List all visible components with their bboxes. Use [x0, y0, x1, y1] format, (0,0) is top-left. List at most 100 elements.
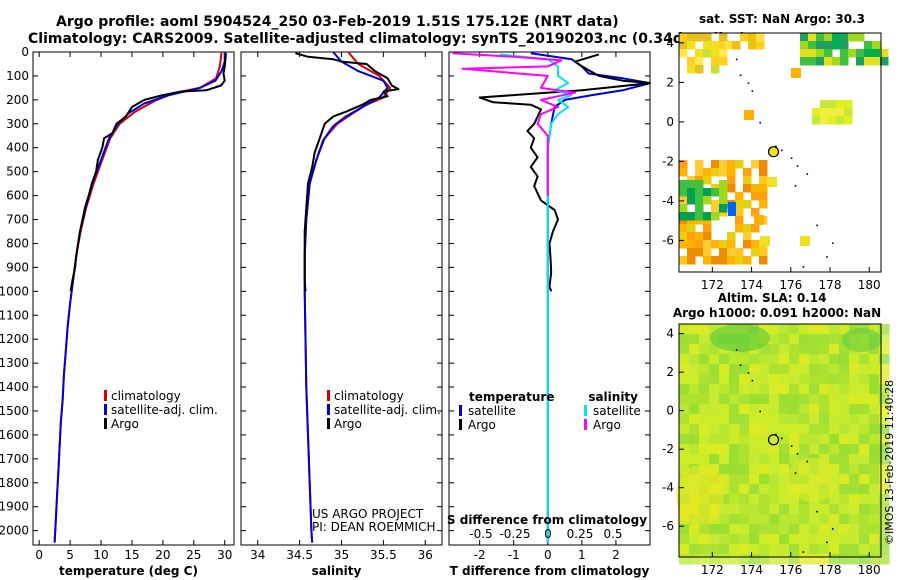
- sla-pixel: [879, 414, 890, 425]
- sst-pixel: [679, 41, 688, 50]
- sla-pixel: [809, 514, 820, 525]
- sla-pixel: [719, 394, 730, 405]
- sla-pixel: [869, 484, 880, 495]
- sst-pixel: [703, 33, 712, 42]
- sla-pixel: [769, 404, 780, 415]
- sla-pixel: [729, 364, 740, 375]
- sla-pixel: [769, 354, 780, 365]
- sla-pixel: [839, 434, 850, 445]
- sla-pixel: [829, 404, 840, 415]
- sla-pixel: [709, 514, 720, 525]
- sla-pixel: [749, 414, 760, 425]
- sla-pixel: [759, 384, 770, 395]
- sla-pixel: [759, 554, 770, 565]
- sla-pixel: [769, 384, 780, 395]
- sla-pixel: [679, 334, 690, 345]
- sla-pixel: [709, 354, 720, 365]
- island-dot: [759, 121, 762, 124]
- sst-pixel: [727, 248, 736, 257]
- sst-pixel: [744, 110, 754, 120]
- sla-pixel: [729, 464, 740, 475]
- sla-pixel: [839, 464, 850, 475]
- sla-pixel: [849, 514, 860, 525]
- sla-pixel: [749, 364, 760, 375]
- sla-pixel: [779, 404, 790, 415]
- sla-pixel: [879, 544, 890, 555]
- sst-pixel: [724, 41, 733, 50]
- sla-pixel: [739, 434, 750, 445]
- map-y-tick-label: 0: [666, 115, 674, 129]
- y-tick-label: 1700: [0, 452, 29, 466]
- top-axis-label: S difference from climatology: [447, 513, 647, 527]
- sla-pixel: [719, 374, 730, 385]
- sla-pixel: [729, 444, 740, 455]
- x-tick-label: 15: [124, 548, 139, 562]
- map-y-tick-label: 4: [666, 327, 674, 341]
- sla-pixel: [779, 324, 790, 335]
- island-dot: [751, 90, 754, 92]
- sla-pixel: [709, 464, 720, 475]
- top-tick-label: -0.25: [499, 527, 530, 541]
- sst-pixel: [735, 248, 744, 257]
- sla-pixel: [839, 514, 850, 525]
- sla-pixel: [709, 534, 720, 545]
- sla-pixel: [789, 354, 800, 365]
- sst-pixel: [687, 232, 696, 241]
- sla-pixel: [809, 414, 820, 425]
- sla-pixel: [859, 504, 870, 515]
- sla-pixel: [759, 454, 770, 465]
- sla-pixel: [739, 444, 750, 455]
- sst-pixel: [679, 212, 688, 221]
- sla-pixel: [879, 384, 890, 395]
- sla-pixel: [679, 384, 690, 395]
- sla-pixel: [759, 484, 770, 495]
- x-tick-label: 34.5: [286, 548, 313, 562]
- sst-pixel: [832, 41, 841, 50]
- sla-pixel: [689, 554, 700, 565]
- sst-pixel: [687, 256, 696, 265]
- sst-pixel: [687, 41, 696, 50]
- map-y-tick-label: 4: [666, 36, 674, 50]
- sla-pixel: [879, 404, 890, 415]
- sst-pixel: [679, 188, 688, 197]
- sst-pixel: [711, 188, 720, 197]
- sst-pixel: [719, 57, 728, 66]
- x-tick-label: 2: [612, 548, 620, 562]
- sla-pixel: [819, 444, 830, 455]
- sla-pixel: [749, 484, 760, 495]
- sla-pixel: [809, 534, 820, 545]
- sla-pixel: [839, 444, 850, 455]
- sla-pixel: [869, 464, 880, 475]
- sst-pixel: [751, 192, 760, 201]
- sla-pixel: [739, 404, 750, 415]
- sla-pixel: [749, 464, 760, 475]
- map-frame: [678, 323, 882, 558]
- sst-pixel: [808, 49, 817, 58]
- sla-pixel: [799, 364, 810, 375]
- sst-pixel: [816, 57, 825, 66]
- sla-pixel: [799, 354, 810, 365]
- sla-pixel: [709, 374, 720, 385]
- sla-pixel: [769, 324, 780, 335]
- map-y-tick-label: -6: [662, 233, 674, 247]
- island-dot: [831, 528, 834, 530]
- sla-pixel: [809, 394, 820, 405]
- sla-pixel: [859, 474, 870, 485]
- sla-pixel: [719, 404, 730, 415]
- sla-pixel: [749, 384, 760, 395]
- sst-pixel: [824, 33, 833, 42]
- sst-pixel: [756, 41, 765, 50]
- sla-pixel: [879, 524, 890, 535]
- sla-pixel: [779, 414, 790, 425]
- sst-pixel: [687, 180, 696, 189]
- x-axis-label: T difference from climatology: [450, 564, 650, 578]
- sst-pixel: [751, 184, 760, 193]
- x-tick-label: 10: [93, 548, 108, 562]
- y-tick-label: 100: [6, 69, 29, 83]
- sla-pixel: [689, 424, 700, 435]
- sla-pixel: [739, 494, 750, 505]
- sla-pixel: [679, 554, 690, 565]
- sla-pixel: [769, 334, 780, 345]
- sla-pixel: [819, 414, 830, 425]
- x-tick-label: 1: [578, 548, 586, 562]
